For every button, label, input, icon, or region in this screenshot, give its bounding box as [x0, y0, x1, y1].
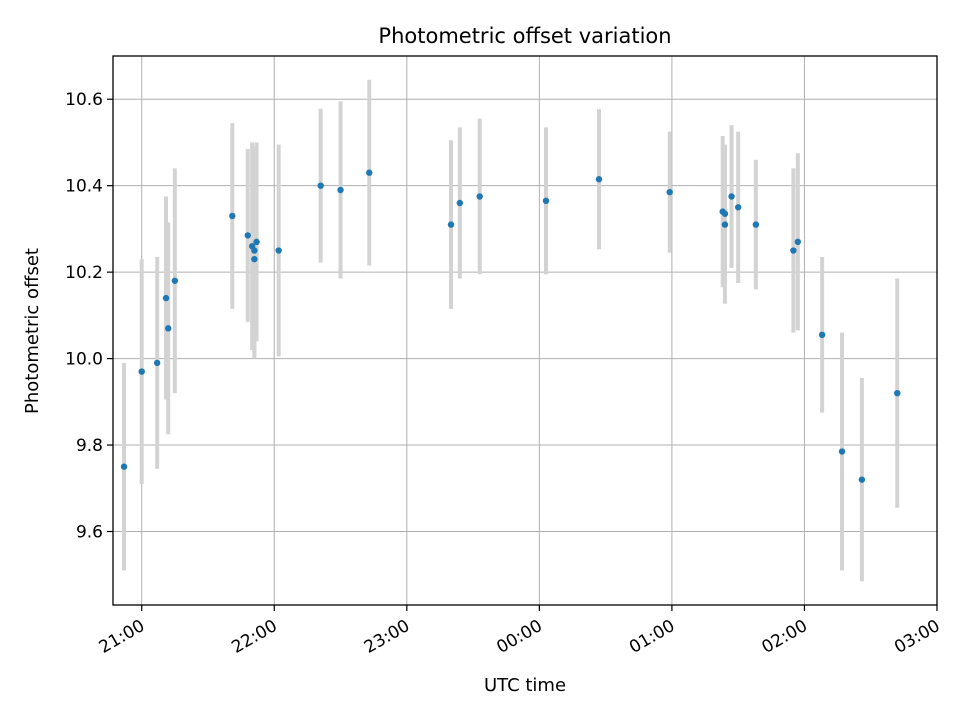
data-point: [165, 325, 172, 332]
data-point: [858, 476, 866, 483]
data-point: [253, 238, 260, 246]
plot-frame: [112, 55, 938, 606]
y-tick-label: 10.6: [65, 90, 103, 110]
data-point: [794, 238, 802, 246]
data-point: [595, 176, 603, 183]
data-point: [317, 182, 324, 189]
data-point: [838, 448, 846, 455]
data-point: [120, 463, 128, 470]
data-point: [229, 212, 236, 220]
y-tick-label: 9.8: [76, 436, 103, 456]
data-point: [447, 221, 455, 228]
data-point: [894, 389, 901, 397]
x-axis-label: UTC time: [484, 675, 566, 696]
data-point: [244, 232, 251, 239]
data-points: [120, 169, 901, 483]
y-tick-label: 9.6: [76, 523, 103, 543]
data-point: [728, 193, 735, 200]
data-point: [138, 368, 145, 375]
data-point: [162, 294, 170, 302]
data-point: [366, 169, 373, 176]
data-point: [476, 193, 483, 200]
data-point: [275, 247, 282, 254]
y-axis-label: Photometric offset: [22, 248, 43, 414]
data-point: [251, 247, 258, 254]
data-point: [818, 331, 826, 339]
data-point: [666, 188, 673, 196]
data-point: [251, 255, 258, 263]
y-axis: 9.6 9.8 10.0 10.2 10.4 10.6: [65, 90, 113, 543]
y-tick-label: 10.2: [65, 263, 103, 283]
data-point: [456, 199, 464, 207]
data-point: [153, 359, 161, 367]
data-point: [337, 186, 344, 194]
data-point: [542, 197, 550, 205]
data-point: [752, 221, 760, 228]
data-point: [721, 221, 729, 228]
data-point: [790, 247, 797, 254]
data-point: [171, 277, 179, 284]
chart-title: Photometric offset variation: [378, 24, 671, 48]
data-point: [721, 210, 729, 217]
data-point: [734, 204, 742, 211]
y-tick-label: 10.4: [65, 177, 103, 197]
y-tick-label: 10.0: [65, 350, 103, 370]
